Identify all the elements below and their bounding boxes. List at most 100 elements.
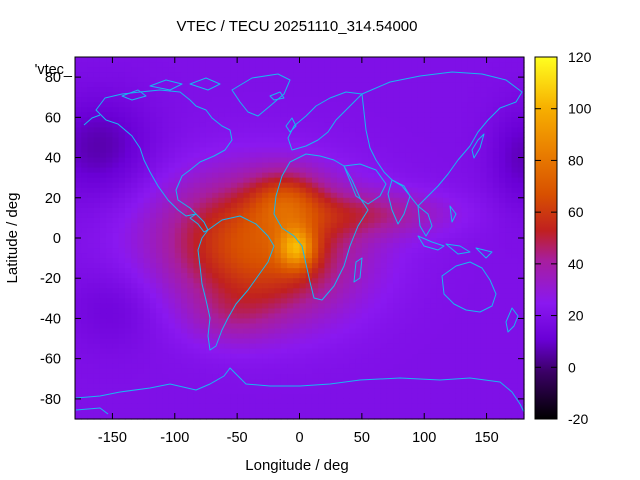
- heatmap-cell: [424, 338, 432, 345]
- heatmap-cell: [237, 177, 244, 184]
- heatmap-cell: [424, 393, 432, 400]
- heatmap-cell: [75, 157, 82, 164]
- heatmap-cell: [424, 308, 432, 315]
- heatmap-cell: [349, 283, 357, 289]
- heatmap-cell: [112, 253, 120, 259]
- heatmap-cell: [424, 388, 432, 395]
- heatmap-cell: [374, 353, 382, 360]
- heatmap-cell: [436, 172, 444, 179]
- heatmap-cell: [187, 67, 195, 73]
- heatmap-cell: [118, 87, 126, 93]
- heatmap-cell: [131, 313, 138, 320]
- heatmap-cell: [274, 97, 282, 103]
- heatmap-cell: [230, 167, 238, 174]
- heatmap-cell: [461, 353, 469, 360]
- heatmap-cell: [149, 202, 157, 209]
- heatmap-cell: [517, 167, 525, 174]
- heatmap-cell: [461, 132, 469, 139]
- heatmap-cell: [162, 157, 170, 164]
- heatmap-cell: [143, 107, 151, 113]
- heatmap-cell: [499, 393, 506, 400]
- heatmap-cell: [455, 308, 463, 315]
- heatmap-cell: [112, 238, 120, 244]
- heatmap-cell: [112, 288, 120, 294]
- heatmap-cell: [336, 373, 344, 380]
- heatmap-cell: [318, 87, 326, 93]
- heatmap-cell: [87, 398, 95, 405]
- heatmap-cell: [424, 278, 432, 284]
- heatmap-cell: [187, 238, 195, 244]
- heatmap-cell: [237, 253, 244, 259]
- heatmap-cell: [449, 192, 457, 199]
- heatmap-cell: [93, 268, 101, 274]
- heatmap-cell: [380, 398, 388, 405]
- heatmap-cell: [374, 248, 382, 254]
- heatmap-cell: [467, 368, 475, 375]
- heatmap-cell: [480, 308, 488, 315]
- heatmap-cell: [181, 57, 188, 63]
- heatmap-cell: [467, 67, 475, 73]
- heatmap-cell: [131, 77, 138, 83]
- heatmap-cell: [118, 278, 126, 284]
- heatmap-cell: [424, 283, 432, 289]
- heatmap-cell: [430, 77, 438, 83]
- heatmap-cell: [181, 157, 188, 164]
- heatmap-cell: [449, 308, 457, 315]
- heatmap-cell: [467, 177, 475, 184]
- heatmap-cell: [187, 197, 195, 204]
- heatmap-cell: [174, 263, 182, 269]
- heatmap-cell: [405, 398, 413, 405]
- heatmap-cell: [511, 97, 519, 103]
- heatmap-cell: [93, 288, 101, 294]
- heatmap-cell: [492, 343, 500, 350]
- heatmap-cell: [368, 283, 375, 289]
- heatmap-cell: [517, 147, 525, 154]
- heatmap-cell: [162, 398, 170, 405]
- heatmap-cell: [499, 313, 506, 320]
- heatmap-cell: [492, 383, 500, 390]
- heatmap-cell: [486, 72, 494, 78]
- heatmap-cell: [430, 152, 438, 159]
- heatmap-cell: [355, 107, 363, 113]
- heatmap-cell: [199, 298, 207, 304]
- heatmap-cell: [106, 308, 114, 315]
- heatmap-cell: [399, 62, 407, 68]
- heatmap-cell: [449, 273, 457, 279]
- heatmap-cell: [230, 333, 238, 340]
- heatmap-cell: [474, 243, 481, 249]
- heatmap-cell: [280, 132, 288, 139]
- heatmap-cell: [255, 388, 263, 395]
- heatmap-cell: [499, 363, 506, 370]
- heatmap-cell: [75, 182, 82, 189]
- heatmap-cell: [368, 227, 375, 234]
- heatmap-cell: [187, 248, 195, 254]
- heatmap-cell: [156, 258, 163, 264]
- heatmap-cell: [137, 348, 145, 355]
- heatmap-cell: [131, 253, 138, 259]
- heatmap-cell: [393, 62, 400, 68]
- heatmap-cell: [293, 393, 301, 400]
- heatmap-cell: [137, 323, 145, 330]
- heatmap-cell: [505, 127, 513, 134]
- heatmap-cell: [486, 353, 494, 360]
- heatmap-cell: [474, 303, 481, 309]
- heatmap-cell: [349, 308, 357, 315]
- heatmap-cell: [324, 202, 332, 209]
- heatmap-cell: [368, 202, 375, 209]
- heatmap-cell: [249, 258, 257, 264]
- heatmap-cell: [355, 197, 363, 204]
- heatmap-cell: [486, 142, 494, 149]
- heatmap-cell: [411, 268, 419, 274]
- heatmap-cell: [467, 197, 475, 204]
- heatmap-cell: [181, 353, 188, 360]
- heatmap-cell: [249, 137, 257, 144]
- heatmap-cell: [461, 393, 469, 400]
- heatmap-cell: [461, 192, 469, 199]
- heatmap-cell: [162, 57, 170, 63]
- heatmap-cell: [243, 388, 251, 395]
- heatmap-cell: [480, 127, 488, 134]
- heatmap-cell: [436, 182, 444, 189]
- heatmap-cell: [149, 172, 157, 179]
- heatmap-cell: [467, 212, 475, 219]
- heatmap-cell: [81, 308, 89, 315]
